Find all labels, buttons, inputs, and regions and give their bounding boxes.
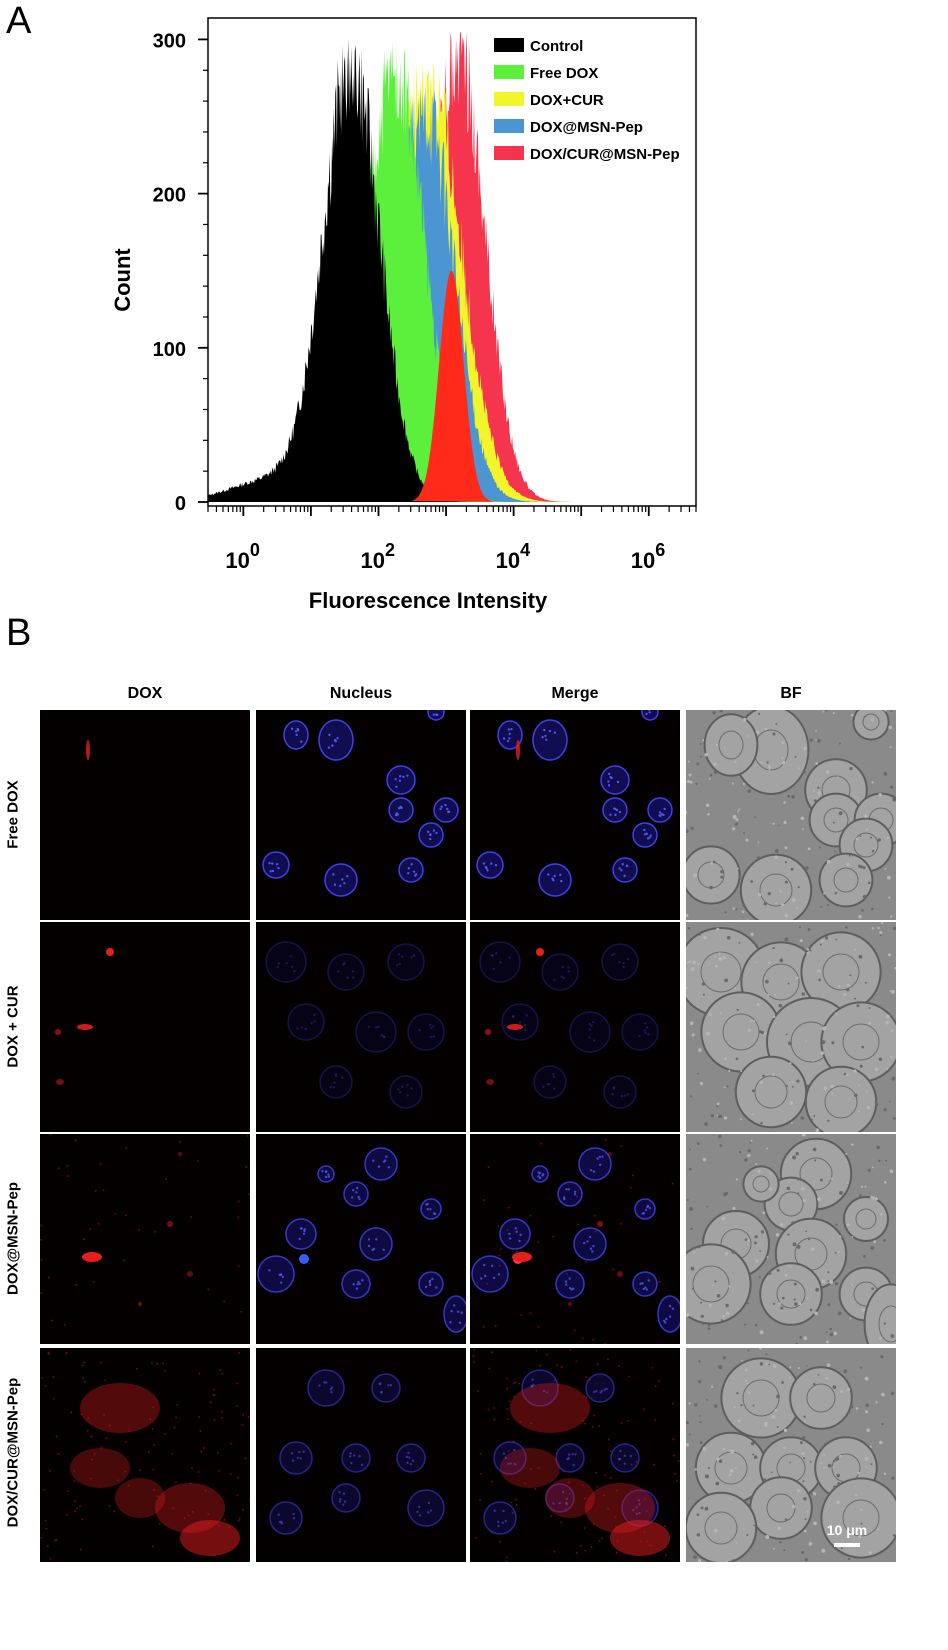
micrograph-dox-row-3 xyxy=(40,1134,250,1344)
micrograph-dox-row-1 xyxy=(40,710,250,920)
row-label-dox-cur: DOX + CUR xyxy=(4,985,22,1068)
scale-bar-label: 10 μm xyxy=(827,1522,867,1538)
legend-swatch xyxy=(494,65,524,79)
row-label-dox-cur-msn-pep: DOX/CUR@MSN-Pep xyxy=(4,1377,22,1528)
legend-label: DOX/CUR@MSN-Pep xyxy=(530,146,680,163)
column-header-dox: DOX xyxy=(127,685,163,702)
histogram-areas xyxy=(208,30,696,503)
legend-swatch xyxy=(494,92,524,106)
y-tick-label: 100 xyxy=(153,339,186,361)
legend: Control Free DOX DOX+CUR DOX@MSN-Pep DOX/CUR… xyxy=(494,38,680,163)
plot-frame xyxy=(207,17,697,507)
micrograph-bf-row-2 xyxy=(686,922,896,1132)
flow-cytometry-histogram: 100 102 104 106 0 100 200 300 Control Free DOX D… xyxy=(110,17,697,613)
legend-swatch xyxy=(494,119,524,133)
histogram-control xyxy=(208,39,696,502)
micrograph-nucleus-row-1 xyxy=(256,710,466,920)
legend-label: Control xyxy=(530,38,583,55)
legend-label: DOX@MSN-Pep xyxy=(530,119,643,136)
micrograph-merge-row-3 xyxy=(470,1134,680,1344)
micrograph-dox-row-2 xyxy=(40,922,250,1132)
y-tick-label: 300 xyxy=(153,30,186,52)
y-axis-label: Count xyxy=(110,248,135,312)
y-axis: 0 100 200 300 xyxy=(153,30,208,515)
micrograph-nucleus-row-2 xyxy=(256,922,466,1132)
x-tick-label: 106 xyxy=(631,540,666,573)
legend-swatch xyxy=(494,146,524,160)
x-axis: 100 102 104 106 xyxy=(207,506,697,573)
micrograph-nucleus-row-4 xyxy=(256,1348,466,1562)
micrograph-bf-row-4: 10 μm xyxy=(686,1348,896,1562)
micrograph-nucleus-row-3 xyxy=(256,1134,466,1344)
row-label-free-dox: Free DOX xyxy=(4,780,22,849)
x-axis-label: Fluorescence Intensity xyxy=(309,588,548,613)
micrograph-merge-row-2 xyxy=(470,922,680,1132)
micrograph-bf-row-1 xyxy=(686,710,896,920)
x-tick-label: 102 xyxy=(360,540,395,573)
column-header-merge: Merge xyxy=(551,685,599,702)
micrograph-bf-row-3 xyxy=(686,1134,896,1344)
column-header-nucleus: Nucleus xyxy=(329,685,393,702)
histogram-overlap-core xyxy=(410,270,499,502)
legend-label: Free DOX xyxy=(530,65,598,82)
micrograph-merge-row-4 xyxy=(470,1348,680,1562)
y-tick-label: 200 xyxy=(153,185,186,207)
legend-label: DOX+CUR xyxy=(530,92,604,109)
column-header-bf: BF xyxy=(780,685,802,702)
panel-label-a: A xyxy=(6,0,32,42)
panel-label-b: B xyxy=(6,612,32,654)
micrograph-merge-row-1 xyxy=(470,710,680,920)
y-tick-label: 0 xyxy=(175,493,186,515)
scale-bar xyxy=(834,1543,860,1547)
x-tick-label: 104 xyxy=(496,540,531,573)
x-tick-label: 100 xyxy=(225,540,260,573)
row-label-dox-msn-pep: DOX@MSN-Pep xyxy=(4,1182,22,1295)
legend-swatch xyxy=(494,38,524,52)
micrograph-dox-row-4 xyxy=(40,1348,250,1562)
